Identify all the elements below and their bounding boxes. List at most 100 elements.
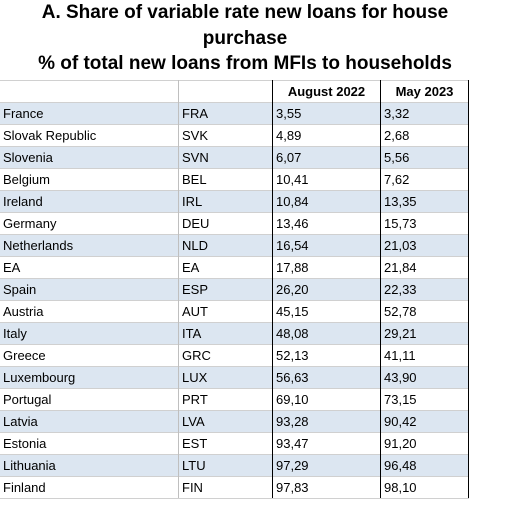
table-cell: Latvia (0, 410, 179, 433)
table-cell: LUX (178, 366, 273, 389)
table-cell: 90,42 (380, 410, 469, 433)
table-cell: 97,29 (272, 454, 381, 477)
table-row: EA EA 17,88 21,84 (0, 256, 469, 279)
table-cell: Finland (0, 476, 179, 499)
header-cell: May 2023 (380, 80, 469, 103)
table-cell: France (0, 102, 179, 125)
table-cell: 2,68 (380, 124, 469, 147)
table-row: Ireland IRL 10,84 13,35 (0, 190, 469, 213)
header-cell (178, 80, 273, 103)
table-row: France FRA 3,55 3,32 (0, 102, 469, 125)
table-row: Spain ESP 26,20 22,33 (0, 278, 469, 301)
table-cell: 10,84 (272, 190, 381, 213)
table-cell: 4,89 (272, 124, 381, 147)
table-cell: 21,84 (380, 256, 469, 279)
table-cell: 93,28 (272, 410, 381, 433)
table-cell: 17,88 (272, 256, 381, 279)
table-cell: Slovenia (0, 146, 179, 169)
table-row: Latvia LVA 93,28 90,42 (0, 410, 469, 433)
table-cell: 7,62 (380, 168, 469, 191)
header-row: August 2022 May 2023 (0, 80, 469, 103)
table-cell: Netherlands (0, 234, 179, 257)
table-cell: ITA (178, 322, 273, 345)
table-cell: SVK (178, 124, 273, 147)
table-row: Italy ITA 48,08 29,21 (0, 322, 469, 345)
table-cell: 3,32 (380, 102, 469, 125)
table-cell: Italy (0, 322, 179, 345)
table-row: Portugal PRT 69,10 73,15 (0, 388, 469, 411)
table-cell: Slovak Republic (0, 124, 179, 147)
table-cell: 16,54 (272, 234, 381, 257)
table-cell: 69,10 (272, 388, 381, 411)
table-cell: EST (178, 432, 273, 455)
table-row: Luxembourg LUX 56,63 43,90 (0, 366, 469, 389)
table-row: Estonia EST 93,47 91,20 (0, 432, 469, 455)
title-line: purchase (202, 28, 288, 49)
table-cell: 91,20 (380, 432, 469, 455)
table-row: Greece GRC 52,13 41,11 (0, 344, 469, 367)
table-row: Austria AUT 45,15 52,78 (0, 300, 469, 323)
table-cell: AUT (178, 300, 273, 323)
title-line: % of total new loans from MFIs to househ… (38, 53, 452, 74)
table-cell: 3,55 (272, 102, 381, 125)
table-cell: SVN (178, 146, 273, 169)
table-row: Germany DEU 13,46 15,73 (0, 212, 469, 235)
table-cell: 97,83 (272, 476, 381, 499)
table-cell: 56,63 (272, 366, 381, 389)
table-cell: 41,11 (380, 344, 469, 367)
table-row: Netherlands NLD 16,54 21,03 (0, 234, 469, 257)
table-cell: Estonia (0, 432, 179, 455)
table-row: Belgium BEL 10,41 7,62 (0, 168, 469, 191)
table-cell: Belgium (0, 168, 179, 191)
table-cell: Luxembourg (0, 366, 179, 389)
table-cell: NLD (178, 234, 273, 257)
table-cell: Portugal (0, 388, 179, 411)
table-cell: EA (178, 256, 273, 279)
table-cell: 98,10 (380, 476, 469, 499)
table-row: Lithuania LTU 97,29 96,48 (0, 454, 469, 477)
table-cell: Ireland (0, 190, 179, 213)
table-cell: Lithuania (0, 454, 179, 477)
table-cell: 29,21 (380, 322, 469, 345)
table-cell: Spain (0, 278, 179, 301)
table-cell: PRT (178, 388, 273, 411)
table-cell: EA (0, 256, 179, 279)
table-cell: 6,07 (272, 146, 381, 169)
table-row: Slovak Republic SVK 4,89 2,68 (0, 124, 469, 147)
table-cell: DEU (178, 212, 273, 235)
table-cell: 73,15 (380, 388, 469, 411)
table-cell: BEL (178, 168, 273, 191)
table-cell: 48,08 (272, 322, 381, 345)
table-cell: 13,35 (380, 190, 469, 213)
table-cell: 5,56 (380, 146, 469, 169)
header-cell: August 2022 (272, 80, 381, 103)
table-cell: Austria (0, 300, 179, 323)
table-cell: 52,78 (380, 300, 469, 323)
table-cell: 22,33 (380, 278, 469, 301)
table-cell: 45,15 (272, 300, 381, 323)
table-cell: Greece (0, 344, 179, 367)
table-cell: 15,73 (380, 212, 469, 235)
title-line: A. Share of variable rate new loans for … (41, 2, 449, 23)
table-cell: 21,03 (380, 234, 469, 257)
table-cell: IRL (178, 190, 273, 213)
table-cell: FRA (178, 102, 273, 125)
header-cell (0, 80, 179, 103)
data-table: August 2022 May 2023 France FRA 3,55 3,32 Slov… (0, 80, 469, 499)
table-cell: 52,13 (272, 344, 381, 367)
table-row: Slovenia SVN 6,07 5,56 (0, 146, 469, 169)
table-row: Finland FIN 97,83 98,10 (0, 476, 469, 499)
table-cell: 96,48 (380, 454, 469, 477)
table-cell: FIN (178, 476, 273, 499)
table-cell: 13,46 (272, 212, 381, 235)
table-cell: GRC (178, 344, 273, 367)
table-cell: LTU (178, 454, 273, 477)
table-cell: 43,90 (380, 366, 469, 389)
table-cell: Germany (0, 212, 179, 235)
table-cell: ESP (178, 278, 273, 301)
table-cell: 10,41 (272, 168, 381, 191)
table-cell: LVA (178, 410, 273, 433)
table-cell: 93,47 (272, 432, 381, 455)
table-cell: 26,20 (272, 278, 381, 301)
